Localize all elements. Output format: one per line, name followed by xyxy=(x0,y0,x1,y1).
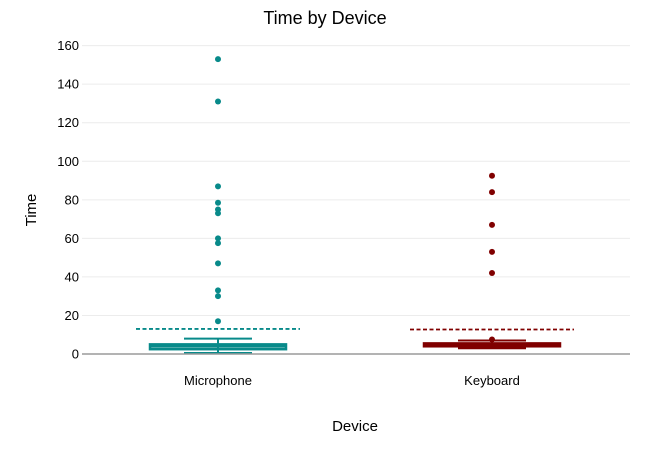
y-tick-label: 0 xyxy=(72,347,79,362)
y-tick-label: 100 xyxy=(57,154,79,169)
y-tick-label: 120 xyxy=(57,115,79,130)
y-tick-labels: 0 20 40 60 80 100 120 140 160 xyxy=(57,38,79,361)
x-tick-label: Keyboard xyxy=(464,373,520,388)
y-tick-label: 80 xyxy=(65,192,79,207)
outlier-point xyxy=(215,235,221,242)
outlier-point xyxy=(215,183,221,190)
outlier-point xyxy=(215,318,221,325)
y-tick-label: 160 xyxy=(57,38,79,53)
x-tick-label: Microphone xyxy=(184,373,252,388)
box-plots xyxy=(136,56,574,355)
outlier-point xyxy=(489,248,495,255)
grid-lines xyxy=(82,45,630,316)
outlier-point xyxy=(215,260,221,267)
outlier-point xyxy=(215,56,221,63)
x-axis-label: Device xyxy=(332,418,378,435)
outlier-point xyxy=(215,240,221,247)
outlier-point xyxy=(489,336,495,343)
chart-title: Time by Device xyxy=(263,8,386,28)
outlier-point xyxy=(215,199,221,206)
outlier-point xyxy=(489,221,495,228)
y-tick-label: 140 xyxy=(57,77,79,92)
y-axis-label: Time xyxy=(23,194,40,227)
box-group-microphone xyxy=(136,56,300,355)
y-tick-label: 20 xyxy=(65,308,79,323)
outlier-point xyxy=(489,172,495,179)
outlier-point xyxy=(215,210,221,217)
box-group-keyboard xyxy=(410,172,574,350)
y-tick-label: 40 xyxy=(65,269,79,284)
x-tick-labels: Microphone Keyboard xyxy=(184,373,520,388)
outlier-point xyxy=(215,98,221,105)
y-tick-label: 60 xyxy=(65,231,79,246)
outlier-point xyxy=(215,293,221,300)
outlier-point xyxy=(489,270,495,277)
outlier-point xyxy=(489,189,495,196)
outlier-point xyxy=(215,287,221,294)
